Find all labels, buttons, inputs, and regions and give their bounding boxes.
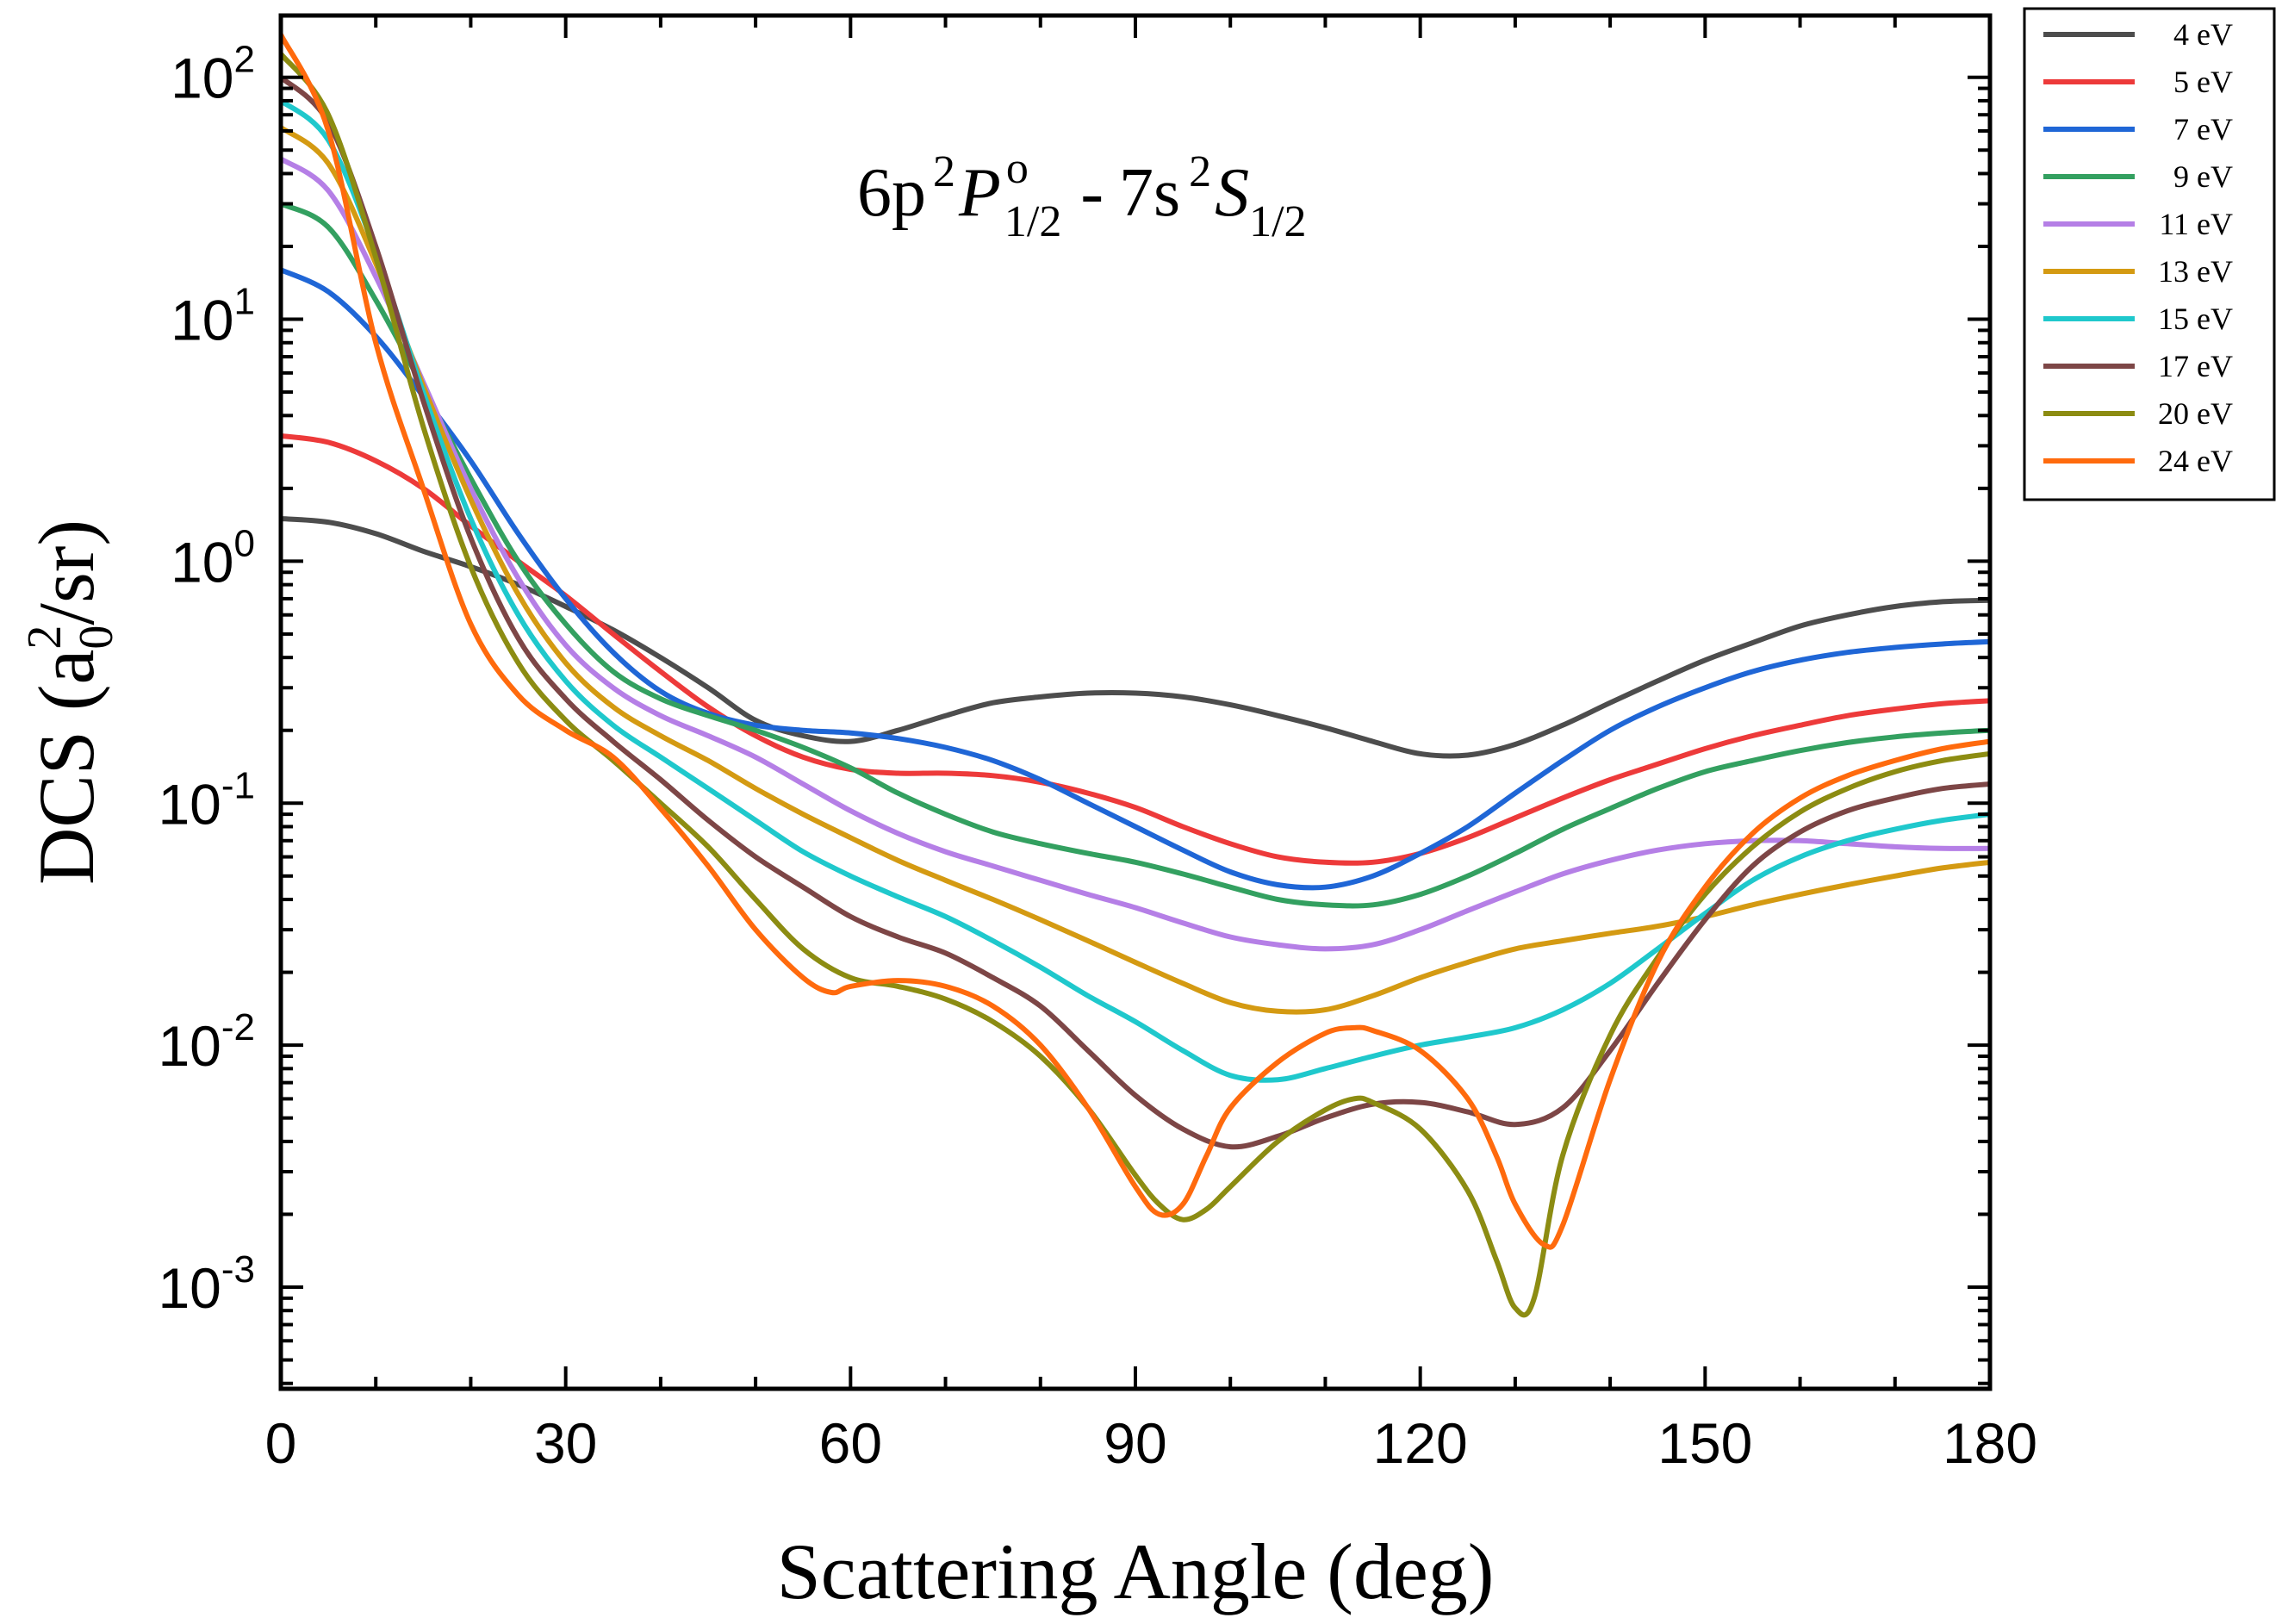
series-line-20-ev [281, 51, 1990, 1318]
series-line-4-ev [281, 516, 1990, 759]
legend: 4 eV 5 eV 7 eV 9 eV 11 eV 13 eV 15 eV 17 eV 20 e… [2023, 7, 2276, 501]
anno-sup1: 2 [933, 147, 955, 196]
y-tick-label-2: 102 [171, 39, 255, 110]
legend-label-13-ev: 13 eV [2158, 254, 2233, 289]
y-tick-label--1: 10-1 [158, 764, 255, 836]
series-line-11-ev [281, 156, 1990, 952]
legend-box [2023, 7, 2276, 501]
x-tick-label-150: 150 [1657, 1411, 1752, 1475]
x-tick-label-30: 30 [534, 1411, 597, 1475]
ylabel-sub: 0 [70, 625, 123, 650]
y-tick-label--2: 10-2 [158, 1006, 255, 1078]
axis-ticks: 0 30 60 90 120 150 180 10-3 10-2 10-1 100 101 102 [158, 16, 2037, 1475]
x-tick-label-90: 90 [1104, 1411, 1166, 1475]
legend-label-24-ev: 24 eV [2158, 444, 2233, 478]
ylabel-prefix: DCS (a [22, 650, 110, 885]
series-lines [281, 32, 1990, 1318]
legend-label-5-ev: 5 eV [2173, 65, 2233, 99]
anno-term2: S [1215, 155, 1249, 231]
series-line-13-ev [281, 125, 1990, 1015]
ylabel-suffix: /sr) [22, 520, 110, 625]
anno-sup2: 2 [1189, 147, 1211, 196]
legend-label-11-ev: 11 eV [2159, 207, 2233, 241]
series-line-7-ev [281, 267, 1990, 891]
anno-term1-sup: o [1006, 144, 1029, 193]
transition-annotation: 6p 2P o 1/2-7s 2S1/2 [857, 144, 1307, 246]
anno-base2: 7s [1119, 155, 1180, 231]
y-axis-label: DCS (a02/sr) [18, 520, 123, 885]
legend-label-20-ev: 20 eV [2158, 396, 2233, 431]
legend-label-15-ev: 15 eV [2158, 302, 2233, 336]
y-tick-label-1: 101 [171, 281, 255, 352]
series-line-15-ev [281, 97, 1990, 1083]
x-tick-label-180: 180 [1943, 1411, 2037, 1475]
legend-label-9-ev: 9 eV [2173, 159, 2233, 194]
legend-label-17-ev: 17 eV [2158, 349, 2233, 383]
y-tick-label-0: 100 [171, 522, 255, 594]
svg-text:DCS (a02/sr): DCS (a02/sr) [18, 520, 123, 885]
anno-base: 6p [857, 155, 926, 231]
anno-term2-sub: 1/2 [1249, 197, 1306, 246]
series-line-24-ev [281, 32, 1990, 1250]
x-tick-label-120: 120 [1373, 1411, 1468, 1475]
y-tick-label--3: 10-3 [158, 1248, 255, 1320]
anno-term1: P [958, 155, 1001, 231]
series-line-9-ev [281, 201, 1990, 909]
x-tick-label-0: 0 [265, 1411, 297, 1475]
ylabel-sup: 2 [18, 625, 72, 650]
legend-label-7-ev: 7 eV [2173, 112, 2233, 146]
legend-label-4-ev: 4 eV [2173, 17, 2233, 52]
x-tick-label-60: 60 [819, 1411, 882, 1475]
x-axis-label: Scattering Angle (deg) [777, 1528, 1495, 1615]
anno-term1-sub: 1/2 [1004, 197, 1061, 246]
anno-sep: - [1080, 155, 1104, 231]
series-line-17-ev [281, 74, 1990, 1150]
